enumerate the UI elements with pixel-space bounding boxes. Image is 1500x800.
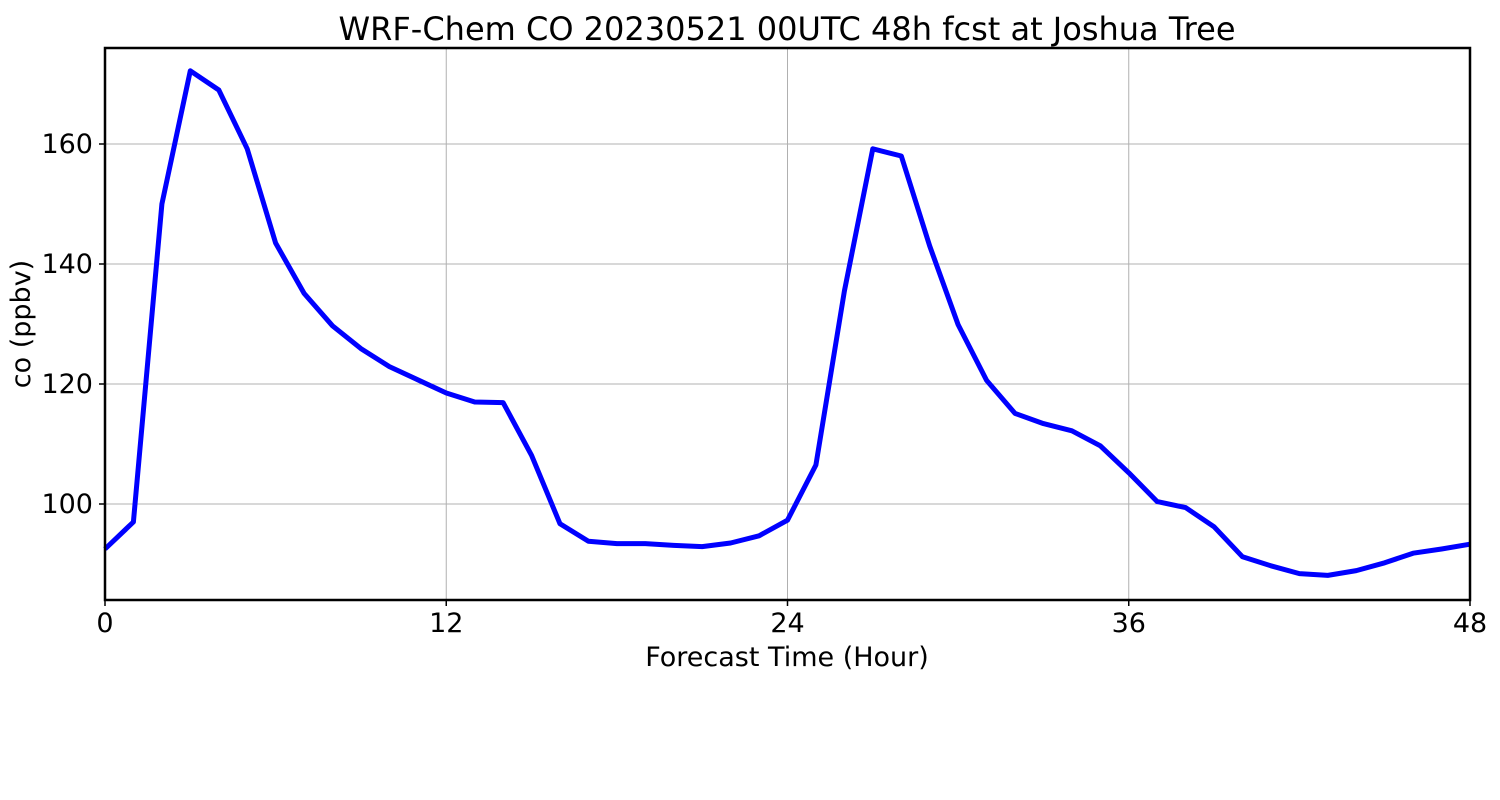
x-tick-label: 24 xyxy=(770,608,804,639)
x-tick-label: 36 xyxy=(1112,608,1146,639)
y-tick-label: 160 xyxy=(41,129,93,160)
y-tick-label: 140 xyxy=(41,249,93,280)
x-tick-label: 0 xyxy=(96,608,113,639)
x-axis-label: Forecast Time (Hour) xyxy=(645,642,929,673)
plot-frame xyxy=(103,46,1472,602)
x-tick-label: 12 xyxy=(429,608,463,639)
series-layer xyxy=(103,68,1471,578)
x-tick-label: 48 xyxy=(1453,608,1487,639)
y-tick-label: 100 xyxy=(41,489,93,520)
y-axis-label: co (ppbv) xyxy=(6,260,37,388)
y-tick-label: 120 xyxy=(41,369,93,400)
series-line-co xyxy=(103,68,1471,578)
chart-title: WRF-Chem CO 20230521 00UTC 48h fcst at J… xyxy=(338,10,1235,48)
grid-lines xyxy=(105,48,1470,600)
axis-ticks: 0 12 24 36 48 100 120 140 160 xyxy=(41,129,1487,639)
